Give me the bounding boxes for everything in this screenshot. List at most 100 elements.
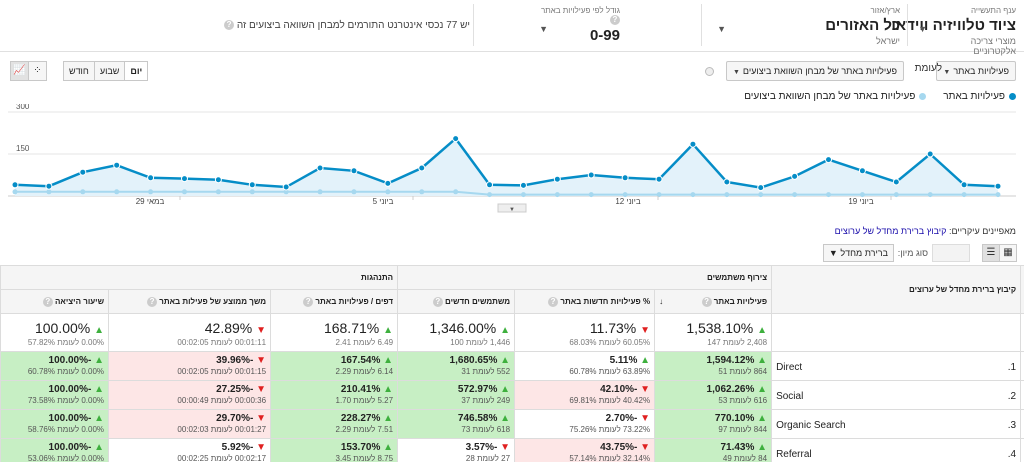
row-label[interactable]: 2. Social	[771, 380, 1022, 410]
region-chevron-icon[interactable]: ▼	[717, 24, 726, 34]
arrow-up-icon: ▲	[757, 384, 768, 395]
line-chart-icon[interactable]: 📈	[10, 61, 29, 81]
metric-cell: ▲ -100.00% 0.00% לעומת 53.06%	[0, 438, 110, 462]
row-checkbox[interactable]	[1020, 409, 1024, 439]
metric2-dropdown[interactable]: פעילויות באתר של מבחן השוואת ביצועים▼	[725, 61, 904, 81]
timeframe-month[interactable]: חודש	[63, 61, 95, 81]
total-cell: ▲ 100.00% 0.00% לעומת 57.82%	[0, 313, 110, 352]
help-icon: ?	[610, 15, 620, 25]
benchmark-point	[80, 189, 86, 195]
benchmark-point	[351, 189, 357, 195]
help-icon: ?	[701, 296, 712, 307]
metric-cell: ▲ 1,680.65% 552 לעומת 31	[397, 351, 516, 381]
benchmark-point	[181, 189, 187, 195]
row-label[interactable]: 4. Referral	[771, 438, 1022, 462]
sessions-point	[45, 182, 53, 190]
benchmark-point	[622, 192, 628, 198]
arrow-up-icon: ▲	[757, 325, 768, 336]
size-label: גודל לפי פעילויות באתר ?	[540, 6, 620, 25]
benchmark-point	[317, 189, 323, 195]
benchmark-point	[554, 192, 560, 198]
metric-cell: ▲ 167.54% 6.14 לעומת 2.29	[270, 351, 399, 381]
sort-label: סוג מיון:	[897, 248, 928, 258]
col-new-users[interactable]: משתמשים חדשים ?	[397, 289, 516, 314]
dimension-header[interactable]: קיבוץ ברירת מחדל של ערוצים	[771, 265, 1022, 314]
timeframe-day[interactable]: יום	[124, 61, 149, 81]
benchmark-point	[792, 192, 798, 198]
size-selector[interactable]: גודל לפי פעילויות באתר ? 0-99	[530, 0, 620, 52]
arrow-up-icon: ▲	[757, 413, 768, 424]
table-row: 4. Referral ▲ 71.43% 84 לעומת 49 ▼ -43.75% 3…	[0, 438, 1024, 462]
benchmark-point	[893, 192, 899, 198]
col-avg-duration[interactable]: משך ממוצע של פעילות באתר ?	[108, 289, 272, 314]
legend-dot-icon	[919, 92, 927, 100]
legend-item-benchmark[interactable]: פעילויות באתר של מבחן השוואת ביצועים	[744, 91, 927, 102]
benchmark-point	[724, 192, 730, 198]
sessions-point	[316, 164, 324, 172]
region-selector[interactable]: ארץ/אזור כל האזורים ישראל	[825, 0, 900, 52]
metric1-dropdown[interactable]: פעילויות באתר▼	[936, 61, 1016, 81]
size-value: 0-99	[589, 27, 620, 44]
sort-box[interactable]	[932, 244, 970, 262]
y-tick-label: 300	[16, 104, 30, 111]
row-label[interactable]: 3. Organic Search	[771, 409, 1022, 439]
sessions-chart: 300 150 במאי 29 ביוני 5 ביוני 12 ביוני 19 ▼	[8, 104, 1016, 213]
arrow-down-icon: ▼	[256, 384, 267, 395]
row-checkbox[interactable]	[1020, 380, 1024, 410]
benchmark-point	[758, 192, 764, 198]
col-bounce-rate[interactable]: שיעור היציאה ?	[0, 289, 110, 314]
metric-cell: ▲ 153.70% 8.75 לעומת 3.45	[270, 438, 399, 462]
metric-cell: ▼ -5.92% 00:02:17 לעומת 00:02:25	[108, 438, 272, 462]
compare-metric-radio[interactable]	[705, 67, 714, 76]
timeframe-week[interactable]: שבוע	[93, 61, 126, 81]
col-new-sessions[interactable]: % פעילויות חדשות באתר ?	[514, 289, 656, 314]
sessions-point	[825, 156, 833, 164]
metric-cell: ▲ 770.10% 844 לעומת 97	[654, 409, 773, 439]
arrow-down-icon: ▼	[640, 442, 651, 453]
benchmark-point	[148, 189, 154, 195]
metric-cell: ▼ -27.25% 00:00:36 לעומת 00:00:49	[108, 380, 272, 410]
row-label[interactable]: 1. Direct	[771, 351, 1022, 381]
sessions-point	[757, 184, 765, 192]
arrow-up-icon: ▲	[500, 413, 511, 424]
arrow-up-icon: ▲	[383, 325, 394, 336]
arrow-up-icon: ▲	[500, 325, 511, 336]
sessions-point	[350, 167, 358, 175]
size-chevron-icon[interactable]: ▼	[539, 24, 548, 34]
col-sessions[interactable]: ↓ פעילויות באתר ?	[654, 289, 773, 314]
group-acquisition: צירוף משתמשים	[397, 265, 773, 290]
metric-cell: ▼ -29.70% 00:01:27 לעומת 00:02:03	[108, 409, 272, 439]
sessions-point	[113, 161, 121, 169]
data-table: קיבוץ ברירת מחדל של ערוצים צירוף משתמשים…	[0, 265, 1024, 462]
metric-cell: ▼ -2.70% 73.22% לעומת 75.26%	[514, 409, 656, 439]
sessions-point	[621, 174, 629, 182]
timeframe-toggle: חודש שבוע יום	[63, 61, 149, 81]
vs-label: לעומת	[914, 63, 942, 74]
sessions-point	[486, 181, 494, 189]
benchmark-point	[826, 192, 832, 198]
sessions-point	[791, 172, 799, 180]
sessions-point	[418, 164, 426, 172]
totals-row: ▲ 1,538.10% 2,408 לעומת 147 ▼ 11.73% 60.05%…	[0, 313, 1024, 352]
col-pages-per-session[interactable]: דפים / פעילויות באתר ?	[270, 289, 399, 314]
primary-dimension-link[interactable]: קיבוץ ברירת מחדל של ערוצים	[834, 226, 947, 236]
benchmark-point	[46, 189, 52, 195]
metric-cell: ▼ -42.10% 40.42% לעומת 69.81%	[514, 380, 656, 410]
arrow-up-icon: ▲	[383, 355, 394, 366]
sessions-point	[723, 178, 731, 186]
sessions-point	[587, 171, 595, 179]
secondary-dimension-dropdown[interactable]: ברירת מחדל ▼	[822, 244, 894, 262]
arrow-down-icon: ▼	[256, 355, 267, 366]
data-table-view-icon[interactable]: ☰	[982, 244, 1000, 262]
pivot-view-icon[interactable]: ▦	[999, 244, 1017, 262]
legend-item-sessions[interactable]: פעילויות באתר	[943, 91, 1016, 102]
row-checkbox[interactable]	[1020, 438, 1024, 462]
select-all-checkbox[interactable]	[1020, 265, 1024, 314]
industry-selector[interactable]: ענף התעשייה ציוד טלוויזיה ווידאו מוצרי צ…	[891, 0, 1016, 56]
industry-chevron-icon[interactable]: ▼	[918, 24, 927, 34]
row-checkbox[interactable]	[1020, 351, 1024, 381]
total-cell: ▲ 1,538.10% 2,408 לעומת 147	[654, 313, 773, 352]
arrow-up-icon: ▲	[94, 442, 105, 453]
motion-chart-icon[interactable]: ⁘	[28, 61, 47, 81]
dropdown-caret-icon: ▼	[732, 69, 740, 76]
